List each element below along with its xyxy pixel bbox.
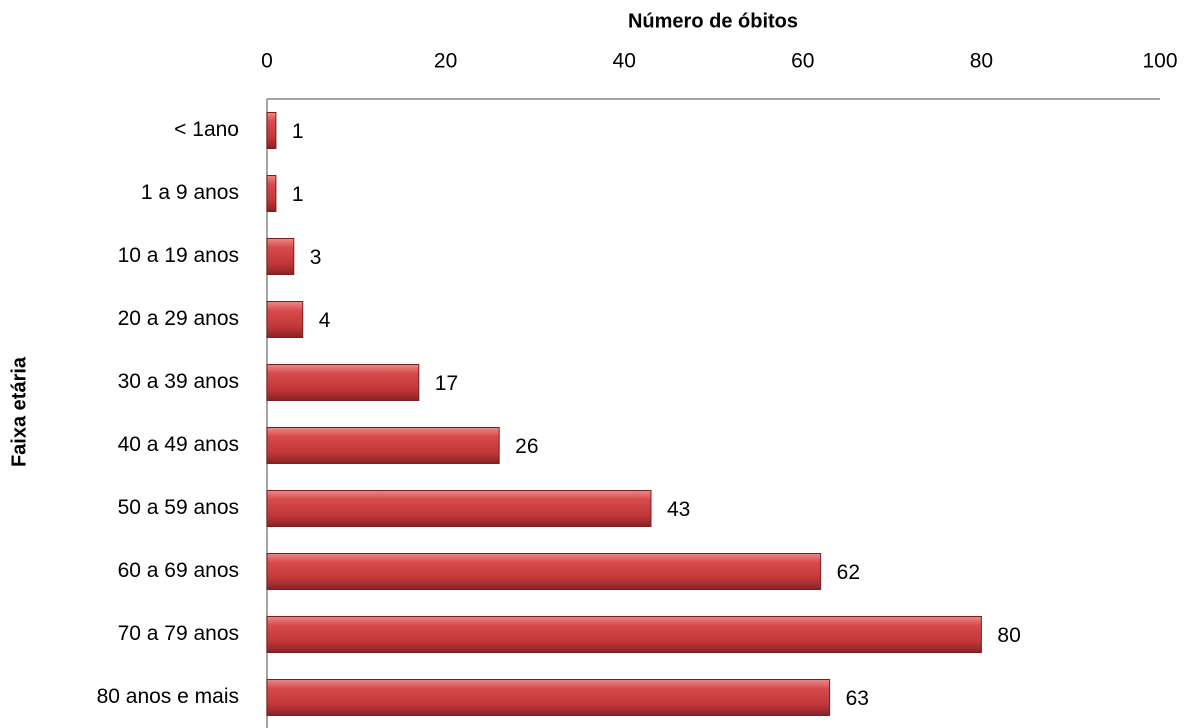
bar [266, 238, 295, 275]
bar [266, 553, 822, 590]
y-tick-label: 20 a 29 anos [118, 307, 239, 330]
bar [266, 679, 831, 716]
y-tick-label: 30 a 39 anos [118, 370, 239, 393]
x-tick-label: 40 [613, 50, 636, 73]
y-tick-label: 70 a 79 anos [118, 622, 239, 645]
x-tick-label: 100 [1142, 50, 1177, 73]
data-label: 3 [310, 246, 322, 269]
data-label: 43 [667, 498, 690, 521]
data-label: 17 [435, 372, 458, 395]
data-label: 63 [846, 687, 869, 710]
bar [266, 427, 500, 464]
data-label: 62 [837, 561, 860, 584]
y-tick-label: 80 anos e mais [97, 685, 239, 708]
data-label: 1 [292, 120, 304, 143]
y-tick-label: < 1ano [174, 118, 239, 141]
x-axis-title: Número de óbitos [628, 10, 798, 32]
data-label: 4 [319, 309, 331, 332]
y-tick-label: 1 a 9 anos [141, 181, 239, 204]
y-tick-label: 10 a 19 anos [118, 244, 239, 267]
x-tick-label: 80 [970, 50, 993, 73]
data-label: 80 [997, 624, 1020, 647]
bar [266, 175, 277, 212]
data-label: 26 [515, 435, 538, 458]
x-tick-label: 20 [434, 50, 457, 73]
bar [266, 616, 982, 653]
y-axis-title: Faixa etária [8, 356, 30, 467]
bar [266, 301, 304, 338]
data-label: 1 [292, 183, 304, 206]
x-tick-label: 0 [261, 50, 273, 73]
y-tick-label: 40 a 49 anos [118, 433, 239, 456]
bar [266, 112, 277, 149]
y-tick-label: 50 a 59 anos [118, 496, 239, 519]
x-tick-label: 60 [791, 50, 814, 73]
bar [266, 490, 652, 527]
y-tick-label: 60 a 69 anos [118, 559, 239, 582]
bar [266, 364, 420, 401]
